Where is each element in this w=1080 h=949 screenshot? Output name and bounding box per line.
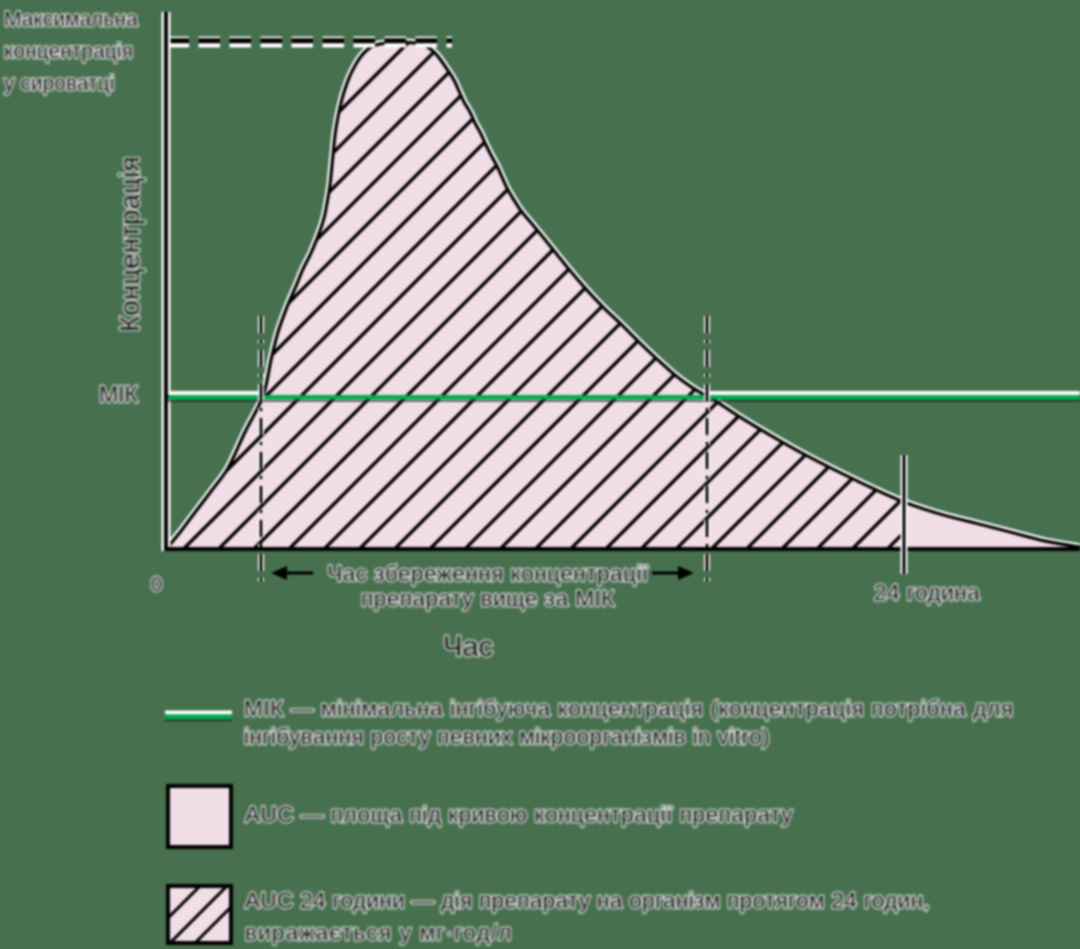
- svg-text:AUC 24 години — дія препарату: AUC 24 години — дія препарату на організ…: [245, 888, 930, 913]
- svg-text:МІК — мінімальна інгібуюча кон: МІК — мінімальна інгібуюча концентрація …: [244, 696, 1014, 721]
- svg-text:24 година: 24 година: [874, 580, 980, 605]
- svg-text:виражається у мг·год/л: виражається у мг·год/л: [245, 920, 513, 945]
- svg-text:Час збереження концентрації: Час збереження концентрації: [327, 561, 649, 586]
- svg-text:0: 0: [151, 574, 162, 596]
- svg-text:концентрація: концентрація: [4, 40, 133, 63]
- svg-text:МІК: МІК: [99, 381, 139, 407]
- svg-text:Концентрація: Концентрація: [114, 157, 145, 333]
- svg-text:AUC — площа під кривою концент: AUC — площа під кривою концентрації преп…: [245, 802, 793, 827]
- svg-text:Час: Час: [443, 631, 493, 663]
- svg-text:Максимальна: Максимальна: [4, 8, 138, 31]
- svg-text:інгібування росту певних мікро: інгібування росту певних мікроорганізмів…: [244, 724, 770, 749]
- svg-text:у сироватці: у сироватці: [4, 72, 114, 95]
- svg-text:препарату вище за МІК: препарату вище за МІК: [361, 586, 615, 611]
